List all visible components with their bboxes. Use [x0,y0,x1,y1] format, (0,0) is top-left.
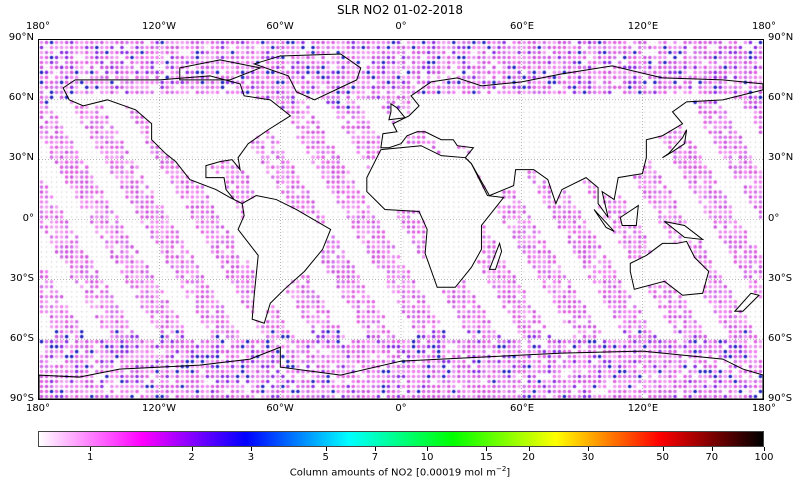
lat-tick-left: 0° [22,212,34,224]
coastline [39,346,763,399]
lat-tick-right: 60°S [768,332,793,344]
lat-tick-right: 90°N [768,32,794,43]
colorbar-tick-mark [764,447,765,451]
map-overlay [39,40,763,399]
colorbar-tick-label: 20 [522,452,535,463]
colorbar-tick-mark [325,447,327,451]
colorbar-tick-mark [711,447,713,451]
colorbar-tick-mark [528,447,530,451]
lon-tick-bottom: 60°E [509,403,535,414]
colorbar-tick-label: 1 [86,452,94,463]
lon-tick-bottom: 180° [25,403,51,414]
colorbar-tick-label: 30 [581,452,595,463]
coastline [664,221,705,241]
colorbar-tick-mark [427,447,429,451]
lat-tick-right: 30°N [768,152,794,164]
coastline [380,65,763,218]
coastline [488,241,503,270]
coastline [62,75,292,204]
lon-tick-bottom: 120°W [142,403,176,414]
lat-tick-right: 0° [768,212,780,224]
lat-tick-left: 60°N [8,92,34,104]
colorbar-tick-mark [486,447,488,451]
lon-tick-top: 60°W [266,21,294,32]
coastline [733,292,760,312]
map-plot-area [38,39,764,400]
coastline [629,240,710,296]
colorbar-tick-label: 7 [371,452,379,463]
coastline [619,204,639,226]
colorbar-tick-label: 50 [656,452,669,463]
colorbar-tick-mark [90,447,92,451]
lat-tick-left: 90°S [9,393,34,404]
lon-tick-top: 120°W [142,21,176,32]
colorbar-tick-mark [587,447,589,451]
colorbar-tick-label: 100 [754,452,774,463]
lat-tick-right: 60°N [768,92,794,104]
lon-tick-top: 0° [395,21,407,32]
lat-tick-left: 30°N [8,152,34,164]
coastline [179,59,262,81]
map-title: SLR NO2 01-02-2018 [336,3,464,17]
lat-tick-left: 90°N [8,32,34,43]
coastline [252,53,362,101]
colorbar-tick-label: 2 [188,452,195,463]
colorbar-tick-mark [250,447,252,451]
lat-tick-right: 30°S [768,272,793,284]
colorbar-tick-label: 3 [247,452,255,463]
coastline [366,145,505,288]
lat-tick-left: 60°S [9,332,34,344]
colorbar-tick-mark [662,447,664,451]
lat-tick-left: 30°S [9,272,34,284]
lat-tick-right: 90°S [768,393,793,404]
lon-tick-top: 60°E [509,21,535,32]
lon-tick-bottom: 60°W [266,403,294,414]
lon-tick-bottom: 0° [395,403,407,414]
lon-tick-top: 180° [751,21,777,32]
colorbar-tick-mark [191,447,193,451]
colorbar-tick-label: 15 [480,452,493,463]
colorbar-tick-mark [374,447,376,451]
coastline [662,129,688,159]
coastline [388,102,406,121]
colorbar-tick-label: 70 [705,452,719,463]
colorbar [38,431,764,447]
lon-tick-top: 120°E [627,21,659,32]
colorbar-label: Column amounts of NO2 [0.00019 mol m−2] [289,465,511,479]
coastline [593,209,615,232]
colorbar-tick-label: 10 [420,452,434,463]
colorbar-tick-label: 5 [322,452,329,463]
lon-tick-bottom: 120°E [627,403,659,414]
lon-tick-top: 180° [25,21,51,32]
lon-tick-bottom: 180° [751,403,777,414]
coastline [237,195,332,324]
